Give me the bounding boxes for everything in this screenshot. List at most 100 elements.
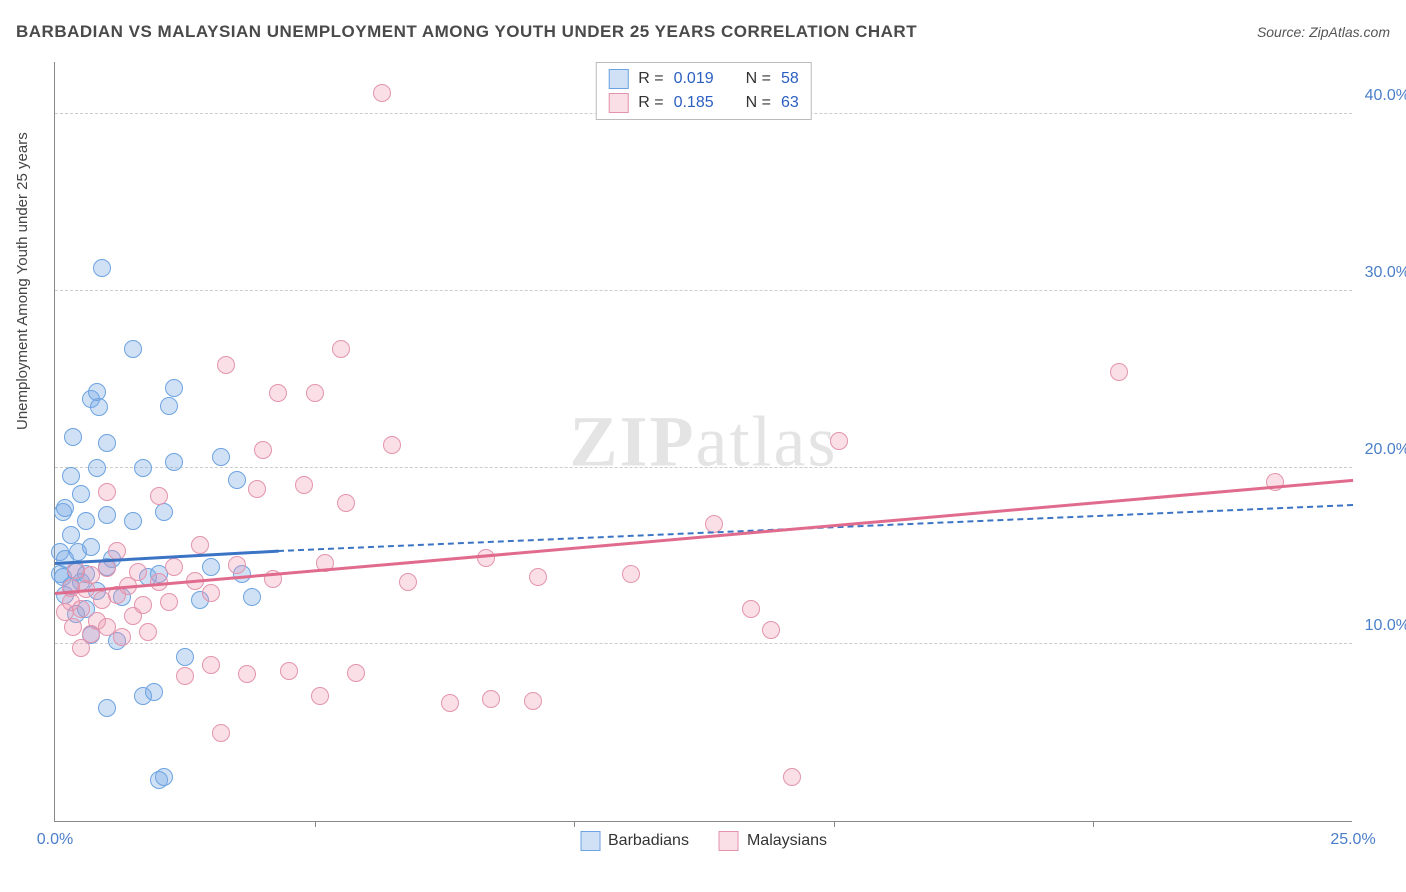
series-legend-item-1: Malaysians	[719, 831, 827, 851]
scatter-point	[90, 398, 108, 416]
scatter-point	[332, 340, 350, 358]
scatter-point	[248, 480, 266, 498]
r-label-1: R =	[638, 94, 663, 112]
scatter-point	[347, 664, 365, 682]
scatter-point	[176, 667, 194, 685]
scatter-point	[383, 436, 401, 454]
scatter-point	[212, 724, 230, 742]
scatter-point	[165, 558, 183, 576]
trend-line	[55, 479, 1353, 595]
scatter-point	[399, 573, 417, 591]
scatter-point	[165, 453, 183, 471]
scatter-point	[82, 538, 100, 556]
scatter-point	[155, 768, 173, 786]
scatter-point	[202, 584, 220, 602]
scatter-point	[228, 471, 246, 489]
n-label-0: N =	[746, 70, 771, 88]
scatter-point	[269, 384, 287, 402]
scatter-point	[280, 662, 298, 680]
scatter-point	[254, 441, 272, 459]
scatter-point	[98, 699, 116, 717]
n-label-1: N =	[746, 94, 771, 112]
series-legend: Barbadians Malaysians	[580, 831, 827, 851]
x-tick	[834, 821, 835, 827]
scatter-point	[72, 600, 90, 618]
gridline-h	[55, 643, 1352, 644]
scatter-point	[482, 690, 500, 708]
watermark-atlas: atlas	[696, 401, 838, 481]
scatter-plot-area: ZIPatlas R = 0.019 N = 58 R = 0.185 N = …	[54, 62, 1352, 822]
scatter-point	[77, 512, 95, 530]
source-prefix: Source:	[1257, 24, 1309, 40]
scatter-point	[160, 593, 178, 611]
n-value-1: 63	[781, 94, 799, 112]
scatter-point	[176, 648, 194, 666]
series-legend-item-0: Barbadians	[580, 831, 689, 851]
y-tick-label: 30.0%	[1365, 264, 1406, 282]
scatter-point	[139, 623, 157, 641]
scatter-point	[783, 768, 801, 786]
scatter-point	[524, 692, 542, 710]
scatter-point	[311, 687, 329, 705]
scatter-point	[134, 596, 152, 614]
scatter-point	[160, 397, 178, 415]
y-tick-label: 20.0%	[1365, 441, 1406, 459]
scatter-point	[191, 536, 209, 554]
scatter-point	[113, 628, 131, 646]
scatter-point	[98, 506, 116, 524]
swatch-series-1	[608, 93, 628, 113]
y-axis-label: Unemployment Among Youth under 25 years	[14, 132, 31, 430]
chart-source: Source: ZipAtlas.com	[1257, 24, 1390, 40]
scatter-point	[228, 556, 246, 574]
watermark-zip: ZIP	[570, 401, 696, 481]
scatter-point	[134, 459, 152, 477]
scatter-point	[337, 494, 355, 512]
x-tick-label: 25.0%	[1330, 831, 1375, 849]
scatter-point	[124, 340, 142, 358]
scatter-point	[202, 558, 220, 576]
n-value-0: 58	[781, 70, 799, 88]
scatter-point	[217, 356, 235, 374]
scatter-point	[62, 526, 80, 544]
series-name-1: Malaysians	[747, 832, 827, 850]
r-value-0: 0.019	[674, 70, 714, 88]
x-tick	[574, 821, 575, 827]
scatter-point	[56, 499, 74, 517]
swatch-bottom-1	[719, 831, 739, 851]
x-tick	[1093, 821, 1094, 827]
scatter-point	[306, 384, 324, 402]
correlation-legend: R = 0.019 N = 58 R = 0.185 N = 63	[595, 62, 812, 120]
series-name-0: Barbadians	[608, 832, 689, 850]
scatter-point	[295, 476, 313, 494]
swatch-bottom-0	[580, 831, 600, 851]
r-value-1: 0.185	[674, 94, 714, 112]
scatter-point	[202, 656, 220, 674]
x-tick	[315, 821, 316, 827]
scatter-point	[212, 448, 230, 466]
scatter-point	[150, 487, 168, 505]
y-tick-label: 10.0%	[1365, 617, 1406, 635]
scatter-point	[72, 485, 90, 503]
scatter-point	[830, 432, 848, 450]
scatter-point	[762, 621, 780, 639]
scatter-point	[64, 618, 82, 636]
scatter-point	[165, 379, 183, 397]
x-tick-label: 0.0%	[37, 831, 73, 849]
gridline-h	[55, 290, 1352, 291]
gridline-h	[55, 467, 1352, 468]
scatter-point	[155, 503, 173, 521]
scatter-point	[108, 542, 126, 560]
scatter-point	[124, 512, 142, 530]
scatter-point	[373, 84, 391, 102]
r-label-0: R =	[638, 70, 663, 88]
scatter-point	[529, 568, 547, 586]
scatter-point	[93, 259, 111, 277]
watermark: ZIPatlas	[570, 400, 838, 483]
source-name: ZipAtlas.com	[1309, 24, 1390, 40]
scatter-point	[1110, 363, 1128, 381]
scatter-point	[145, 683, 163, 701]
scatter-point	[98, 434, 116, 452]
scatter-point	[64, 428, 82, 446]
scatter-point	[88, 459, 106, 477]
scatter-point	[98, 483, 116, 501]
